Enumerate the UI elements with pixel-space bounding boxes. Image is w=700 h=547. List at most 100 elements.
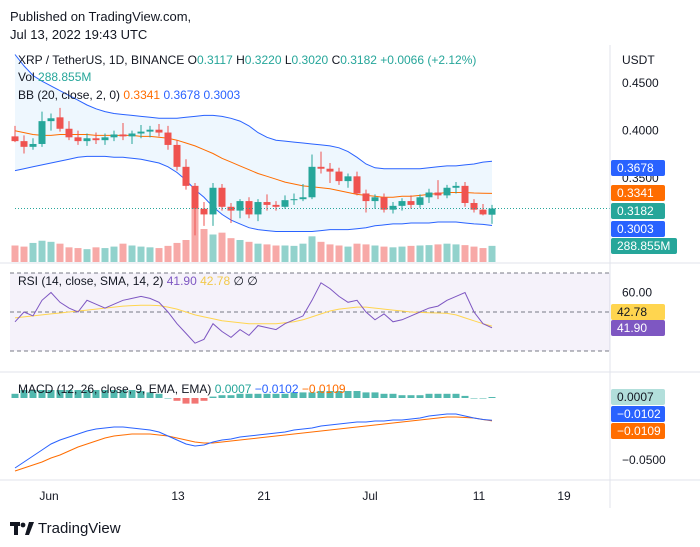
tradingview-logo-icon [10, 521, 34, 535]
candle-body[interactable] [317, 166, 325, 169]
candle-body[interactable] [326, 168, 334, 172]
candle-body[interactable] [155, 129, 163, 133]
rsi-sma-badge: 42.78 [617, 305, 647, 319]
candle-body[interactable] [380, 197, 388, 210]
rsi-badge-bg [611, 320, 665, 336]
macd-histogram-bar [209, 396, 217, 398]
macd-histogram-bar [308, 392, 316, 398]
candle-body[interactable] [407, 201, 415, 205]
date-tick-label: Jul [362, 489, 377, 503]
macd-histogram-bar [191, 398, 199, 404]
candle-body[interactable] [245, 201, 253, 215]
macd-histogram-bar [371, 392, 379, 398]
macd-signal-badge-bg [611, 423, 665, 439]
tradingview-logo[interactable]: TradingView [10, 520, 121, 537]
macd-histogram-bar [65, 390, 73, 398]
candle-body[interactable] [20, 141, 28, 147]
candle-body[interactable] [272, 204, 280, 207]
candle-body[interactable] [191, 185, 199, 209]
candle-body[interactable] [479, 209, 487, 215]
macd-line-badge: −0.0102 [617, 407, 661, 421]
candle-body[interactable] [173, 144, 181, 167]
volume-bar [479, 248, 487, 262]
candle-body[interactable] [182, 166, 190, 186]
macd-histogram-bar [128, 390, 136, 398]
candle-body[interactable] [164, 132, 172, 145]
candle-body[interactable] [119, 134, 127, 137]
candle-body[interactable] [461, 185, 469, 203]
candle-body[interactable] [92, 138, 100, 141]
candle-body[interactable] [137, 131, 145, 134]
macd-histogram-bar [290, 392, 298, 398]
candle-body[interactable] [389, 205, 397, 210]
candle-body[interactable] [74, 137, 82, 142]
macd-histogram-bar [20, 390, 28, 398]
rsi-line [14, 282, 493, 344]
candle-body[interactable] [128, 133, 136, 137]
bb-lower-badge-bg [611, 221, 665, 237]
candle-body[interactable] [344, 176, 352, 182]
candle-body[interactable] [335, 171, 343, 182]
date-tick-label: Jun [39, 489, 58, 503]
candle-body[interactable] [308, 166, 316, 198]
macd-histogram-bar [56, 390, 64, 398]
candle-body[interactable] [209, 187, 217, 215]
candle-body[interactable] [83, 138, 91, 142]
candle-body[interactable] [218, 187, 226, 207]
candle-body[interactable] [29, 143, 37, 147]
candle-body[interactable] [200, 208, 208, 215]
candle-body[interactable] [488, 208, 496, 215]
volume-bar [290, 245, 298, 262]
candle-body[interactable] [146, 129, 154, 132]
candle-body[interactable] [398, 201, 406, 206]
macd-histogram-bar [434, 393, 442, 398]
candle-body[interactable] [290, 199, 298, 201]
candle-body[interactable] [281, 200, 289, 207]
candle-body[interactable] [452, 185, 460, 188]
macd-histogram-bar [74, 390, 82, 398]
candle-body[interactable] [47, 118, 55, 122]
macd-histogram-bar [470, 398, 478, 399]
candle-body[interactable] [11, 136, 19, 142]
rsi-badge: 41.90 [617, 321, 647, 335]
candle-body[interactable] [56, 117, 64, 129]
candle-body[interactable] [263, 202, 271, 205]
volume-bar [209, 234, 217, 262]
candle-body[interactable] [371, 197, 379, 202]
macd-histogram-bar [272, 393, 280, 398]
candle-body[interactable] [443, 187, 451, 196]
macd-histogram-bar [416, 395, 424, 398]
candle-body[interactable] [236, 201, 244, 211]
candle-body[interactable] [362, 193, 370, 202]
macd-histogram-bar [263, 393, 271, 398]
volume-badge: 288.855M [617, 239, 670, 253]
volume-bar [101, 248, 109, 262]
candle-body[interactable] [434, 192, 442, 196]
volume-bar [92, 247, 100, 262]
volume-bar [263, 244, 271, 262]
candle-body[interactable] [416, 197, 424, 205]
candle-body[interactable] [470, 202, 478, 210]
macd-signal-badge: −0.0109 [617, 424, 661, 438]
published-label: Published on TradingView.com, [10, 9, 192, 24]
candle-body[interactable] [425, 192, 433, 198]
macd-histogram-bar [488, 397, 496, 398]
volume-bar [245, 241, 253, 262]
candle-body[interactable] [299, 197, 307, 200]
candle-body[interactable] [101, 137, 109, 141]
volume-bar [83, 249, 91, 262]
candle-body[interactable] [353, 176, 361, 194]
ohlc-legend: XRP / TetherUS, 1D, BINANCE O0.3117 H0.3… [18, 53, 476, 67]
macd-histogram-bar [380, 393, 388, 398]
candle-body[interactable] [110, 134, 118, 138]
volume-bar [74, 248, 82, 262]
macd-histogram-bar [398, 395, 406, 398]
candle-body[interactable] [65, 128, 73, 138]
macd-histogram-bar [281, 393, 289, 398]
bb-basis-badge: 0.3341 [617, 186, 654, 200]
candle-body[interactable] [38, 121, 46, 144]
macd-histogram-bar [38, 390, 46, 398]
publish-date: Jul 13, 2022 19:43 UTC [10, 27, 148, 42]
